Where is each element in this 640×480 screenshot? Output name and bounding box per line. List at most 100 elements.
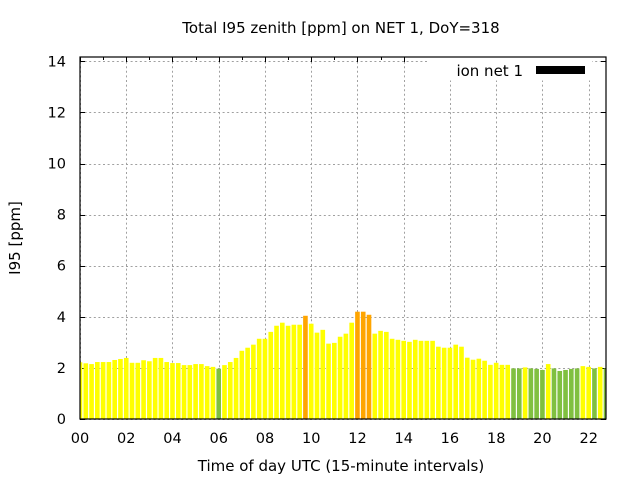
x-tick-label: 02 <box>117 431 135 447</box>
bar <box>227 362 233 419</box>
bar <box>216 368 222 419</box>
bar <box>222 365 227 419</box>
y-tick-label: 10 <box>48 157 66 173</box>
bar-series <box>80 311 606 419</box>
bar <box>580 366 586 419</box>
bar <box>141 360 146 419</box>
y-tick-label: 4 <box>57 310 66 326</box>
bar <box>291 324 297 419</box>
bar <box>488 364 493 419</box>
bar <box>89 364 94 419</box>
bar <box>511 368 516 419</box>
bar <box>268 331 274 419</box>
y-tick-label: 8 <box>57 208 66 224</box>
bar <box>193 364 198 419</box>
bar <box>592 368 597 419</box>
bar <box>303 315 308 419</box>
y-tick-label: 0 <box>57 412 66 428</box>
legend-label: ion net 1 <box>456 62 523 80</box>
bar <box>285 325 291 419</box>
bar <box>239 350 245 419</box>
bar <box>447 347 453 419</box>
bar <box>574 368 580 419</box>
bar <box>118 358 123 419</box>
bar <box>210 366 216 419</box>
bar <box>343 333 349 419</box>
bar <box>262 338 268 419</box>
x-tick-label: 18 <box>487 431 505 447</box>
bar <box>297 324 302 419</box>
bar <box>482 360 487 419</box>
bar <box>320 329 326 419</box>
bar <box>603 368 606 419</box>
chart-title: Total I95 zenith [ppm] on NET 1, DoY=318 <box>181 19 499 37</box>
plot-border <box>79 56 607 420</box>
legend-swatch <box>536 66 585 74</box>
bar <box>158 357 164 419</box>
bar <box>112 359 117 419</box>
y-tick-label: 6 <box>57 259 66 275</box>
bar <box>251 344 256 419</box>
bar <box>280 322 285 419</box>
bar <box>233 357 239 419</box>
y-axis-label: I95 [ppm] <box>6 201 24 275</box>
bar <box>545 364 551 419</box>
x-tick-label: 22 <box>579 431 597 447</box>
bar <box>476 358 482 419</box>
bar <box>464 357 470 419</box>
bar <box>522 367 528 419</box>
x-tick-labels: 00 02 04 06 08 10 12 14 16 18 20 22 <box>71 431 598 447</box>
bar <box>540 369 545 419</box>
bar <box>395 339 401 419</box>
bar <box>314 332 320 419</box>
x-tick-label: 12 <box>348 431 366 447</box>
bar <box>164 362 170 419</box>
x-tick-label: 00 <box>71 431 89 447</box>
bar <box>418 340 424 419</box>
bar <box>453 344 459 419</box>
bar <box>187 365 193 419</box>
bar <box>407 341 412 419</box>
y-tick-label: 2 <box>57 361 66 377</box>
bar <box>175 363 181 419</box>
bar <box>135 362 141 419</box>
bar <box>170 363 175 419</box>
bar <box>332 342 337 419</box>
bar <box>360 311 366 419</box>
bar <box>436 346 441 419</box>
bar <box>378 330 383 419</box>
legend-box <box>427 57 592 81</box>
bar <box>505 364 511 419</box>
bar <box>372 333 378 419</box>
y-tick-labels: 0 2 4 6 8 10 12 14 <box>48 54 66 428</box>
bar <box>569 368 574 419</box>
bar <box>389 338 395 419</box>
bar <box>597 366 603 419</box>
bar <box>123 357 129 419</box>
x-tick-label: 08 <box>256 431 274 447</box>
bar <box>199 364 204 419</box>
bar <box>349 322 354 419</box>
y-tick-label: 12 <box>48 105 66 121</box>
y-tick-label: 14 <box>48 54 66 70</box>
bar <box>441 347 447 419</box>
bar <box>534 368 539 419</box>
bar <box>424 340 430 419</box>
x-tick-label: 10 <box>302 431 320 447</box>
bar <box>106 362 112 419</box>
bar <box>470 359 476 419</box>
bar <box>563 369 568 419</box>
bar <box>459 346 464 419</box>
bar <box>274 325 279 419</box>
x-tick-label: 16 <box>441 431 459 447</box>
bar <box>80 362 83 419</box>
bar <box>430 340 435 419</box>
bar <box>204 366 210 419</box>
bar <box>384 331 389 419</box>
bar <box>557 370 563 419</box>
bar <box>100 362 106 419</box>
x-tick-label: 06 <box>209 431 227 447</box>
x-axis-label: Time of day UTC (15-minute intervals) <box>197 457 484 475</box>
x-tick-label: 20 <box>533 431 551 447</box>
bar <box>152 357 158 419</box>
